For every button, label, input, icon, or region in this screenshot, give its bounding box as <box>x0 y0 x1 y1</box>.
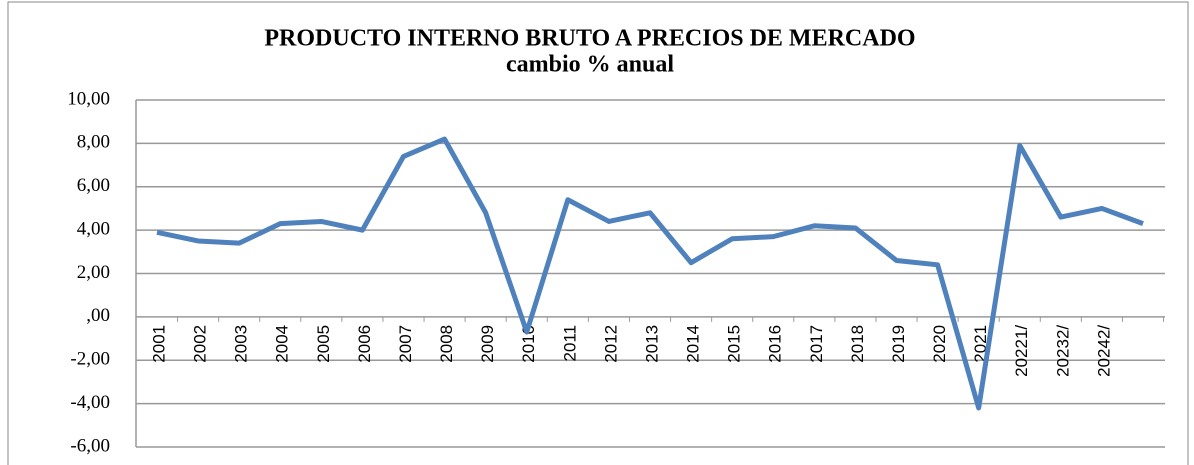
x-tick-label: 2016 <box>766 325 785 363</box>
x-tick-label: 2002 <box>191 325 210 363</box>
y-tick-label: -4,00 <box>70 392 110 413</box>
x-tick-label: 20221/ <box>1012 325 1031 377</box>
y-tick-label: -2,00 <box>70 349 110 370</box>
x-tick-label: 2015 <box>725 325 744 363</box>
chart-title: PRODUCTO INTERNO BRUTO A PRECIOS DE MERC… <box>264 26 915 52</box>
y-tick-label: ,00 <box>86 305 110 326</box>
x-tick-label: 2012 <box>601 325 620 363</box>
x-tick-label: 20232/ <box>1053 325 1072 377</box>
x-tick-label: 2009 <box>478 325 497 363</box>
x-tick-label: 2001 <box>149 325 168 363</box>
x-tick-label: 2007 <box>396 325 415 363</box>
y-tick-label: 2,00 <box>77 262 110 283</box>
y-tick-label: 6,00 <box>77 175 110 196</box>
x-tick-label: 2014 <box>684 325 703 363</box>
x-tick-label: 2006 <box>355 325 374 363</box>
y-tick-label: 10,00 <box>67 88 110 109</box>
x-tick-label: 2003 <box>232 325 251 363</box>
x-tick-label: 2011 <box>560 325 579 362</box>
y-tick-label: 8,00 <box>77 132 110 153</box>
x-tick-label: 2008 <box>437 325 456 363</box>
x-tick-label: 2005 <box>314 325 333 363</box>
frame <box>7 1 1189 465</box>
x-tick-label: 20242/ <box>1094 325 1113 377</box>
x-tick-label: 2018 <box>848 325 867 363</box>
y-tick-label: -6,00 <box>70 435 110 456</box>
line <box>156 136 1144 411</box>
x-tick-label: 2013 <box>642 325 661 363</box>
x-tick-label: 2020 <box>930 325 949 363</box>
x-tick-label: 2010 <box>519 325 538 363</box>
x-tick-label: 2017 <box>807 325 826 363</box>
chart-subtitle: cambio % anual <box>506 52 674 78</box>
x-tick-label: 2019 <box>889 325 908 363</box>
x-tick-label: 2004 <box>273 325 292 363</box>
y-tick-label: 4,00 <box>77 218 110 239</box>
